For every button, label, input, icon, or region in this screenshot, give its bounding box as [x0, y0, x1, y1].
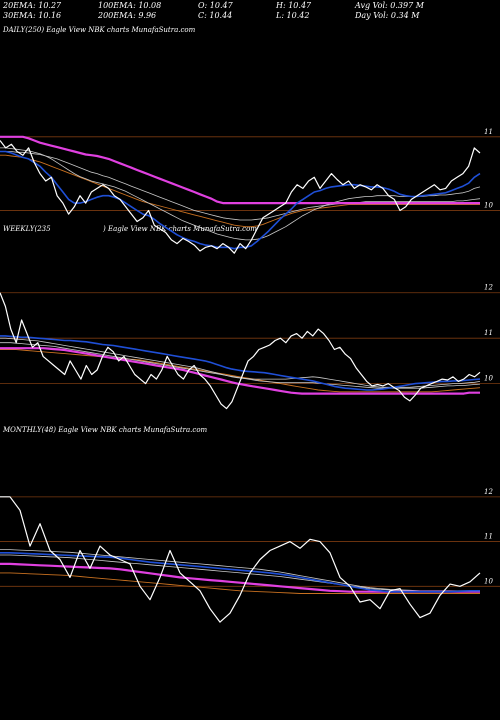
indicator-stats: 20EMA: 10.27 100EMA: 10.08 O: 10.47 H: 1…: [3, 1, 493, 21]
weekly-ema-mid2-line: [0, 342, 481, 389]
monthly-tick-label: 10: [484, 577, 493, 585]
avg-volume-value: Avg Vol: 0.397 M: [355, 1, 424, 10]
daily-ema-long-line: [0, 135, 480, 205]
ema100-value: 100EMA: 10.08: [98, 1, 162, 10]
ema30-value: 30EMA: 10.16: [3, 11, 62, 20]
monthly-tick-label: 12: [484, 488, 493, 496]
weekly-panel-label: WEEKLY(235: [3, 225, 51, 233]
open-value: O: 10.47: [198, 1, 233, 10]
weekly-ema-short-line: [0, 335, 481, 391]
weekly-tick-label: 10: [484, 375, 493, 383]
daily-ema-mid2-line: [0, 151, 481, 221]
stats-row-1: 20EMA: 10.27 100EMA: 10.08 O: 10.47 H: 1…: [3, 1, 493, 11]
daily-panel-label: DAILY(250) Eagle View NBK charts MunafaS…: [3, 26, 196, 34]
monthly-tick-label: 11: [484, 533, 493, 541]
daily-price-line: [0, 140, 481, 254]
high-value: H: 10.47: [276, 1, 312, 10]
weekly-panel-label-suffix: ) Eagle View NBK charts MunafaSutra.com: [103, 225, 257, 233]
ema200-value: 200EMA: 9.96: [98, 11, 157, 20]
weekly-ema-long-line: [0, 347, 480, 395]
monthly-ema-long-line: [0, 562, 480, 593]
weekly-price-line: [0, 292, 481, 410]
daily-tick-label: 11: [484, 128, 493, 136]
close-value: C: 10.44: [198, 11, 233, 20]
day-volume-value: Day Vol: 0.34 M: [355, 11, 420, 20]
weekly-tick-label: 12: [484, 284, 493, 292]
ema20-value: 20EMA: 10.27: [3, 1, 62, 10]
monthly-price-line: [0, 496, 481, 623]
low-value: L: 10.42: [276, 11, 310, 20]
monthly-panel-label: MONTHLY(48) Eagle View NBK charts Munafa…: [3, 426, 208, 434]
monthly-ema-slow-line: [0, 572, 480, 594]
monthly-chart: 12 11 10: [0, 488, 500, 623]
daily-ema-short-line: [0, 150, 481, 250]
weekly-tick-label: 11: [484, 329, 493, 337]
monthly-ema-short-line: [0, 551, 480, 593]
daily-tick-label: 10: [484, 201, 493, 209]
weekly-chart: 12 11 10: [0, 284, 500, 410]
daily-chart: 11 10: [0, 128, 500, 254]
stats-row-2: 30EMA: 10.16 200EMA: 9.96 C: 10.44 L: 10…: [3, 11, 493, 21]
daily-ema-slow-line: [0, 154, 480, 228]
monthly-ema-mid2-line: [0, 554, 480, 593]
daily-ema-mid-line: [0, 147, 481, 241]
